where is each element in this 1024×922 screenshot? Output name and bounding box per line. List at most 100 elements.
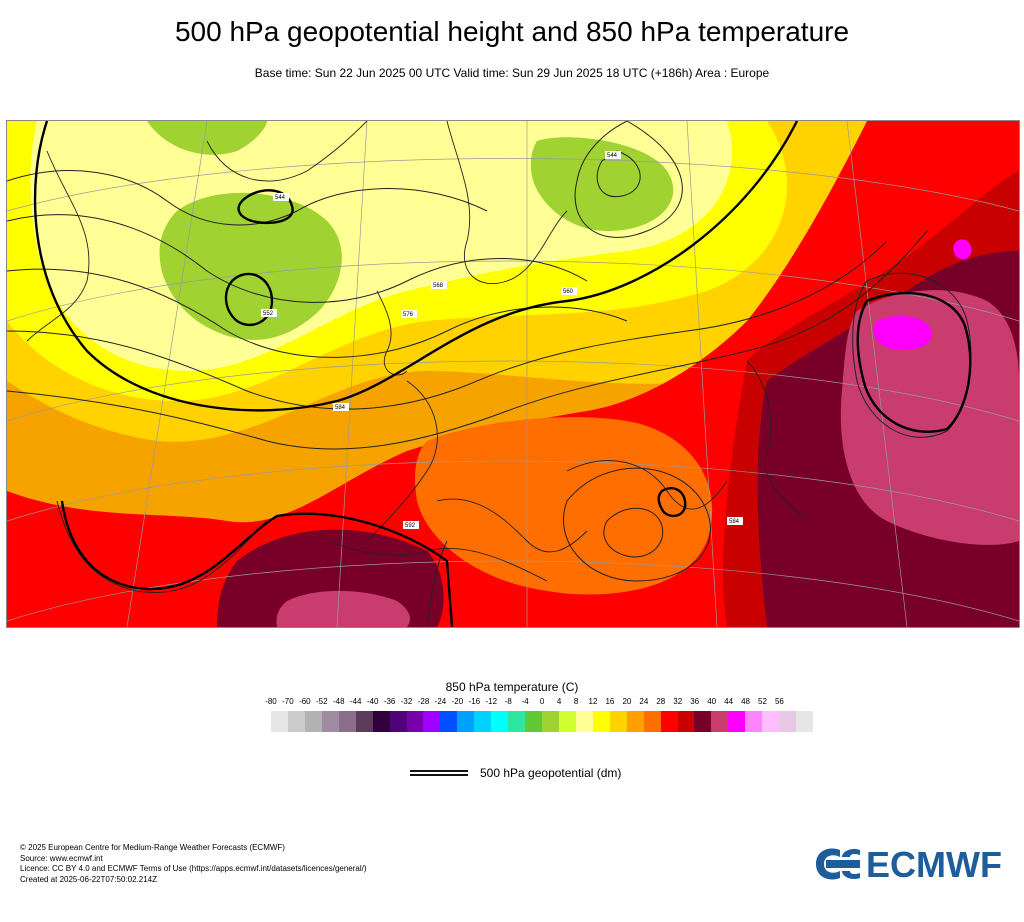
legend-tick-label: 4 bbox=[556, 697, 562, 706]
legend-ticks: -80 -70 -60 -52 -48 -44 -40 -36 -32 -28 -24 -20 -16-… bbox=[0, 697, 1024, 709]
coastlines bbox=[26, 121, 808, 582]
legend-swatch bbox=[575, 711, 593, 732]
legend-tick-label: -80 bbox=[265, 697, 277, 706]
ecmwf-logo-icon bbox=[816, 848, 860, 880]
legend-tick-label: -20 bbox=[451, 697, 464, 706]
footer: © 2025 European Centre for Medium-Range … bbox=[20, 843, 367, 885]
contour-label-592: 592 bbox=[405, 523, 416, 529]
legend-tick-label: -60 bbox=[299, 697, 311, 706]
contour-label-544-west: 544 bbox=[275, 195, 286, 201]
footer-source: Source: www.ecmwf.int bbox=[20, 853, 103, 863]
legend-swatch bbox=[271, 711, 288, 732]
legend-tick-label: -4 bbox=[521, 697, 529, 706]
legend-tick-label: -48 bbox=[332, 697, 345, 706]
contour-labels: 568 576 584 560 544 552 592 544 584 bbox=[261, 151, 743, 529]
legend-tick-label: 16 bbox=[605, 697, 615, 706]
legend-title: 850 hPa temperature (C) bbox=[445, 680, 579, 694]
contour-label-552: 552 bbox=[263, 311, 274, 317]
contour-label-544: 544 bbox=[607, 153, 618, 159]
legend-colorbar bbox=[271, 711, 813, 732]
legend-swatch bbox=[542, 711, 559, 732]
legend-swatch bbox=[643, 711, 661, 732]
legend-swatch bbox=[474, 711, 492, 732]
legend-tick-label: -12 bbox=[485, 697, 498, 706]
legend-swatch bbox=[626, 711, 644, 732]
legend-tick-label: -24 bbox=[434, 697, 447, 706]
legend-tick-label: 48 bbox=[741, 697, 750, 706]
legend-swatch bbox=[592, 711, 610, 732]
legend-tick-label: -28 bbox=[417, 697, 430, 706]
geopotential-legend-line bbox=[410, 770, 468, 776]
legend-swatch bbox=[389, 711, 407, 732]
geopotential-contours-bold bbox=[33, 121, 972, 627]
legend-swatch bbox=[338, 711, 356, 732]
legend-tick-label: 36 bbox=[690, 697, 700, 706]
legend-swatch bbox=[796, 711, 813, 732]
footer-created: Created at 2025-06-22T07:50:02.214Z bbox=[20, 874, 157, 884]
legend-swatch bbox=[694, 711, 712, 732]
legend-swatch bbox=[677, 711, 695, 732]
legend-swatch bbox=[745, 711, 763, 732]
legend-swatch bbox=[711, 711, 729, 732]
legend-swatch bbox=[558, 711, 576, 732]
legend-swatch bbox=[304, 711, 322, 732]
legend-tick-label: 28 bbox=[656, 697, 666, 706]
contour-label-584-east: 584 bbox=[729, 519, 740, 525]
legend-swatch bbox=[406, 711, 424, 732]
legend-tick-label: -70 bbox=[282, 697, 294, 706]
cold-pool-scandinavia bbox=[530, 137, 674, 231]
legend-tick-label: -36 bbox=[383, 697, 396, 706]
legend-swatch bbox=[525, 711, 542, 732]
legend-tick-label: 32 bbox=[673, 697, 683, 706]
legend-tick-label: 40 bbox=[707, 697, 717, 706]
legend-swatch bbox=[440, 711, 458, 732]
legend-tick-label: 12 bbox=[588, 697, 598, 706]
contour-label-576: 576 bbox=[403, 312, 414, 318]
legend-swatch bbox=[423, 711, 441, 732]
chart-subtitle: Base time: Sun 22 Jun 2025 00 UTC Valid … bbox=[254, 66, 770, 80]
legend-tick-label: -44 bbox=[349, 697, 362, 706]
legend-swatch bbox=[287, 711, 305, 732]
legend-tick-label: -40 bbox=[366, 697, 379, 706]
legend-swatch bbox=[457, 711, 475, 732]
legend-swatch bbox=[508, 711, 526, 732]
weather-map[interactable]: 568 576 584 560 544 552 592 544 584 bbox=[6, 120, 1020, 628]
map-canvas: 568 576 584 560 544 552 592 544 584 bbox=[7, 121, 1019, 627]
ecmwf-logo: ECMWF bbox=[814, 844, 1006, 885]
legend-tick-label: -8 bbox=[504, 697, 512, 706]
legend-tick-label: 52 bbox=[758, 697, 767, 706]
legend-tick-label: 20 bbox=[622, 697, 632, 706]
temp-region-32-36-east bbox=[840, 290, 1019, 545]
graticule bbox=[7, 121, 1019, 627]
legend-swatch bbox=[491, 711, 509, 732]
geopotential-legend-label: 500 hPa geopotential (dm) bbox=[480, 766, 622, 780]
chart-title: 500 hPa geopotential height and 850 hPa … bbox=[174, 16, 850, 47]
temp-region-36-40-a bbox=[873, 315, 933, 351]
contour-label-560: 560 bbox=[563, 289, 574, 295]
legend-swatch bbox=[728, 711, 746, 732]
footer-copyright: © 2025 European Centre for Medium-Range … bbox=[20, 843, 285, 852]
legend-swatch bbox=[779, 711, 797, 732]
temp-region-med bbox=[415, 417, 713, 595]
legend-tick-label: 44 bbox=[724, 697, 734, 706]
legend-swatch bbox=[609, 711, 627, 732]
legend-tick-label: -52 bbox=[316, 697, 328, 706]
legend-tick-label: 56 bbox=[774, 697, 784, 706]
legend-tick-label: 8 bbox=[573, 697, 579, 706]
legend-swatch bbox=[372, 711, 390, 732]
legend-swatch bbox=[762, 711, 780, 732]
legend-tick-label: 0 bbox=[539, 697, 545, 706]
temp-region-36-40-b bbox=[953, 239, 972, 260]
legend-tick-label: 24 bbox=[639, 697, 649, 706]
legend-swatch bbox=[660, 711, 678, 732]
contour-label-584: 584 bbox=[335, 405, 346, 411]
ecmwf-logo-text: ECMWF bbox=[866, 844, 1002, 885]
cold-pool-greenland bbox=[147, 121, 267, 155]
cold-pool-atlantic bbox=[159, 192, 342, 340]
legend-tick-label: -32 bbox=[400, 697, 413, 706]
temp-region-sahara-core bbox=[276, 590, 410, 627]
legend-swatch bbox=[355, 711, 373, 732]
footer-licence: Licence: CC BY 4.0 and ECMWF Terms of Us… bbox=[20, 864, 367, 873]
contour-label-568: 568 bbox=[433, 283, 444, 289]
legend-swatch bbox=[321, 711, 339, 732]
